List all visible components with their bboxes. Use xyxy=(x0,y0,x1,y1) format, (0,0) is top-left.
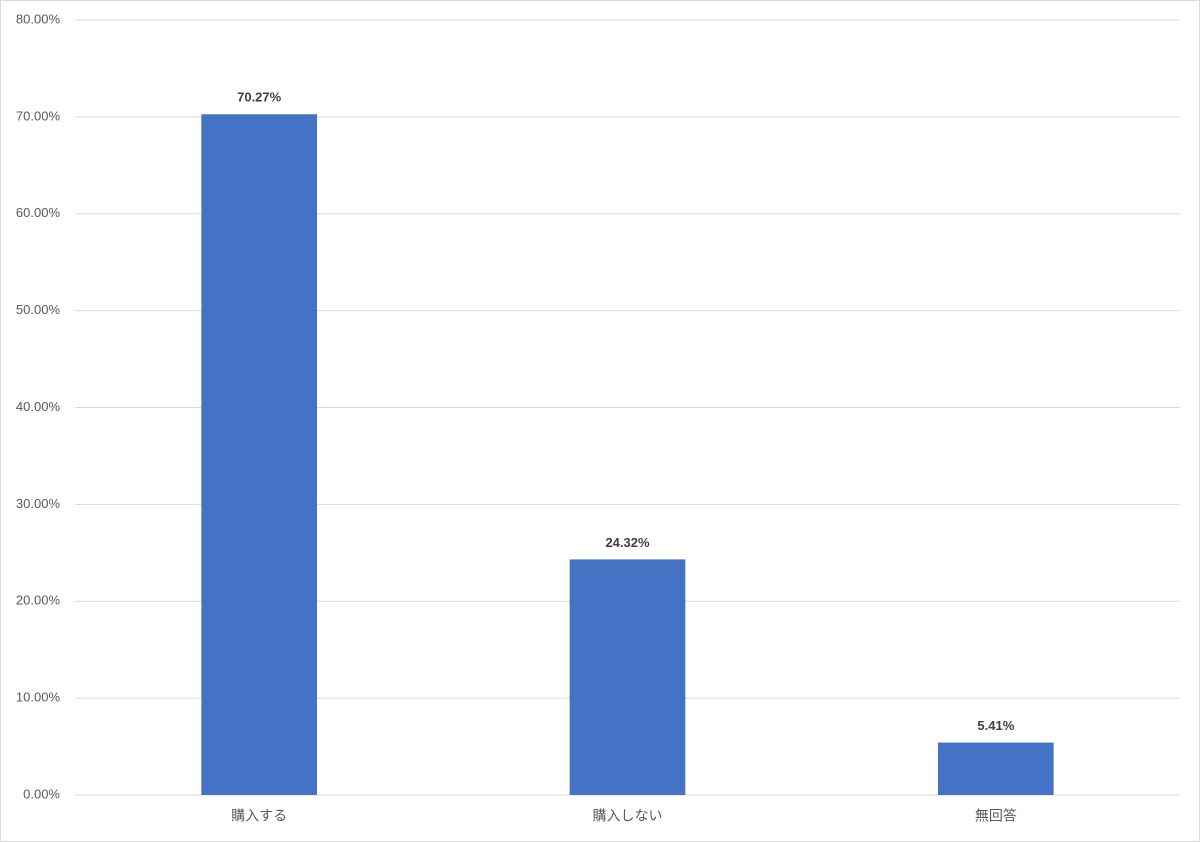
x-tick-label: 購入する xyxy=(231,808,287,824)
bar xyxy=(938,742,1054,795)
y-tick-label: 70.00% xyxy=(16,108,61,123)
y-tick-label: 60.00% xyxy=(16,205,61,220)
y-tick-label: 30.00% xyxy=(16,496,61,511)
y-tick-label: 80.00% xyxy=(16,11,61,26)
y-tick-label: 20.00% xyxy=(16,593,61,608)
y-tick-label: 50.00% xyxy=(16,302,61,317)
value-label: 5.41% xyxy=(977,718,1014,733)
y-tick-label: 40.00% xyxy=(16,399,61,414)
y-tick-label: 10.00% xyxy=(16,690,61,705)
bar xyxy=(569,559,686,795)
y-tick-label: 0.00% xyxy=(23,786,60,801)
value-label: 70.27% xyxy=(237,90,282,105)
x-tick-label: 購入しない xyxy=(593,808,663,824)
x-tick-label: 無回答 xyxy=(975,808,1017,824)
bar xyxy=(201,114,317,795)
value-label: 24.32% xyxy=(605,535,650,550)
